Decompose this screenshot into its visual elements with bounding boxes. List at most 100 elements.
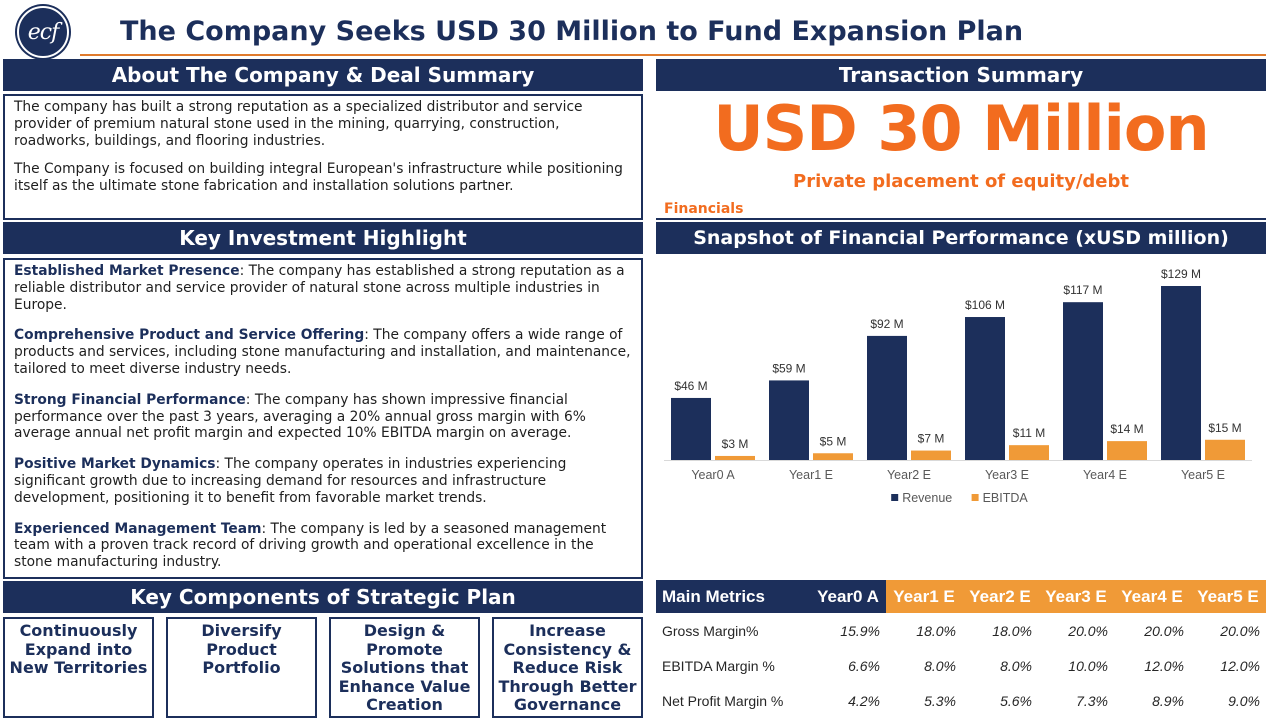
- metric-value: 5.3%: [924, 692, 956, 709]
- revenue-legend-label: Revenue: [902, 491, 952, 505]
- revenue-data-label: $92 M: [870, 317, 903, 331]
- revenue-bar: [1161, 286, 1201, 460]
- highlight-text: : The company operates in industries exp…: [14, 456, 567, 506]
- metric-label: Net Profit Margin %: [662, 692, 784, 709]
- revenue-bar: [1063, 302, 1103, 460]
- highlight-title: Established Market Presence: [14, 263, 240, 279]
- plan-item-governance: Increase Consistency & Reduce Risk Throu…: [492, 617, 643, 718]
- revenue-data-label: $106 M: [965, 298, 1005, 312]
- metric-value: 20.0%: [1220, 622, 1260, 639]
- x-tick-label: Year5 E: [1181, 468, 1225, 482]
- highlight-text: : The company has shown impressive finan…: [14, 391, 586, 442]
- about-heading: About The Company & Deal Summary: [3, 59, 643, 91]
- revenue-data-label: $129 M: [1161, 267, 1201, 281]
- revenue-bar: [671, 397, 711, 460]
- strategic-plan-heading: Key Components of Strategic Plan: [3, 581, 643, 613]
- plan-item-design: Design & Promote Solutions that Enhance …: [329, 617, 480, 718]
- highlight-title: Positive Market Dynamics: [14, 456, 216, 473]
- x-tick-label: Year0 A: [691, 468, 735, 482]
- metric-value: 4.2%: [848, 692, 880, 709]
- ebitda-bar: [1205, 439, 1245, 460]
- about-box: The company has built a strong reputatio…: [3, 94, 643, 220]
- metric-value: 18.0%: [992, 622, 1032, 639]
- revenue-data-label: $117 M: [1063, 283, 1102, 297]
- metric-value: 10.0%: [1068, 657, 1108, 674]
- metrics-header-row: Main Metrics Year0 A Year1 E Year2 E Yea…: [656, 580, 1266, 613]
- highlights-heading: Key Investment Highlight: [3, 222, 643, 254]
- revenue-bar: [769, 380, 809, 460]
- company-logo: ecf: [17, 6, 69, 58]
- metric-value: 8.0%: [924, 657, 956, 674]
- highlight-item: Strong Financial Performance: The compan…: [14, 392, 632, 442]
- metric-value: 8.9%: [1152, 692, 1184, 709]
- plan-item-expand: Continuously Expand into New Territories: [3, 617, 154, 718]
- highlight-text: : The company offers a wide range of pro…: [14, 327, 631, 377]
- ebitda-bar: [715, 455, 755, 460]
- metrics-header-cell: Year4 E: [1114, 580, 1190, 613]
- metrics-header-cell: Main Metrics: [656, 580, 810, 613]
- metric-value: 15.9%: [840, 622, 880, 639]
- metric-value: 18.0%: [916, 622, 956, 639]
- about-paragraph-2: The Company is focused on building integ…: [14, 161, 623, 195]
- x-tick-label: Year4 E: [1083, 468, 1127, 482]
- ebitda-legend-swatch: [971, 494, 979, 501]
- metric-value: 20.0%: [1068, 622, 1108, 639]
- metrics-header-cell: Year1 E: [886, 580, 962, 613]
- highlights-box: Established Market Presence: The company…: [3, 258, 643, 579]
- ebitda-bar: [813, 453, 853, 460]
- ebitda-data-label: $5 M: [820, 434, 847, 448]
- metric-value: 20.0%: [1144, 622, 1184, 639]
- ebitda-data-label: $11 M: [1013, 426, 1045, 440]
- highlight-title: Experienced Management Team: [14, 520, 262, 537]
- page-title: The Company Seeks USD 30 Million to Fund…: [120, 16, 1024, 47]
- revenue-bar: [965, 317, 1005, 460]
- plan-item-diversify: Diversify Product Portfolio: [166, 617, 317, 718]
- metrics-header-cell: Year5 E: [1190, 580, 1266, 613]
- financial-performance-chart: $46 M $3 M Year0 A $59 M $5 M Year1 E $92 M $7 …: [664, 267, 1252, 505]
- ebitda-data-label: $14 M: [1110, 422, 1143, 436]
- highlight-title: Strong Financial Performance: [14, 391, 246, 408]
- metrics-header-cell: Year0 A: [810, 580, 886, 613]
- deal-type: Private placement of equity/debt: [793, 171, 1129, 192]
- metrics-table: Main Metrics Year0 A Year1 E Year2 E Yea…: [656, 580, 1266, 718]
- metric-value: 5.6%: [1000, 692, 1032, 709]
- revenue-bar: [867, 335, 907, 460]
- metric-value: 12.0%: [1144, 657, 1184, 674]
- transaction-heading: Transaction Summary: [656, 59, 1266, 91]
- highlight-item: Experienced Management Team: The company…: [14, 521, 632, 571]
- highlight-text: : The company is led by a seasoned manag…: [14, 520, 607, 571]
- financials-divider: [656, 218, 1266, 220]
- highlight-item: Established Market Presence: The company…: [14, 263, 632, 313]
- revenue-data-label: $59 M: [772, 361, 805, 375]
- metric-value: 8.0%: [1000, 657, 1032, 674]
- highlight-title: Comprehensive Product and Service Offeri…: [14, 327, 365, 344]
- table-row: Gross Margin% 15.9% 18.0% 18.0% 20.0% 20…: [656, 613, 1266, 648]
- metric-label: EBITDA Margin %: [662, 657, 775, 674]
- x-tick-label: Year1 E: [789, 468, 833, 482]
- ebitda-bar: [911, 450, 951, 460]
- ebitda-bar: [1009, 445, 1049, 460]
- metric-value: 12.0%: [1220, 657, 1260, 674]
- x-tick-label: Year2 E: [887, 468, 931, 482]
- revenue-legend-swatch: [891, 494, 899, 501]
- about-paragraph-1: The company has built a strong reputatio…: [14, 99, 583, 149]
- highlight-item: Positive Market Dynamics: The company op…: [14, 456, 632, 506]
- logo-text: ecf: [27, 19, 60, 45]
- ebitda-bar: [1107, 441, 1147, 460]
- financials-label: Financials: [664, 201, 744, 217]
- highlight-item: Comprehensive Product and Service Offeri…: [14, 327, 632, 377]
- metrics-header-cell: Year2 E: [962, 580, 1038, 613]
- table-row: Net Profit Margin % 4.2% 5.3% 5.6% 7.3% …: [656, 683, 1266, 718]
- metrics-header-cell: Year3 E: [1038, 580, 1114, 613]
- ebitda-legend-label: EBITDA: [983, 491, 1029, 505]
- title-divider: [80, 54, 1266, 56]
- chart-heading: Snapshot of Financial Performance (xUSD …: [656, 222, 1266, 254]
- metric-label: Gross Margin%: [662, 622, 759, 639]
- table-row: EBITDA Margin % 6.6% 8.0% 8.0% 10.0% 12.…: [656, 648, 1266, 683]
- ebitda-data-label: $7 M: [918, 432, 945, 446]
- x-tick-label: Year3 E: [985, 468, 1029, 482]
- ebitda-data-label: $15 M: [1208, 421, 1241, 435]
- highlight-text: : The company has established a strong r…: [14, 263, 625, 313]
- metric-value: 7.3%: [1076, 692, 1108, 709]
- metric-value: 9.0%: [1228, 692, 1260, 709]
